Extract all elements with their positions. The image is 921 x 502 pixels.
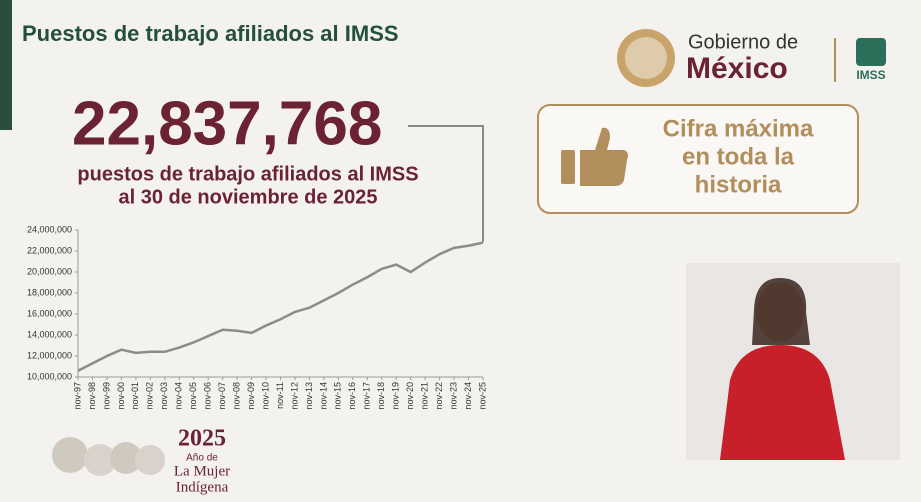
illustration <box>110 442 142 474</box>
callout-box <box>537 104 859 214</box>
x-tick-label: nov-05 <box>188 382 198 410</box>
x-tick-label: nov-24 <box>463 382 473 410</box>
x-tick-label: nov-17 <box>362 382 372 410</box>
y-tick-label: 24,000,000 <box>27 224 72 234</box>
y-tick-label: 12,000,000 <box>27 350 72 360</box>
footer-text: Año de <box>186 453 218 464</box>
x-tick-label: nov-98 <box>87 382 97 410</box>
interpreter <box>752 278 810 345</box>
x-tick-label: nov-15 <box>333 382 343 410</box>
logo-text: México <box>686 52 788 85</box>
seal-inner <box>625 37 667 79</box>
interpreter <box>720 345 845 460</box>
x-tick-label: nov-18 <box>376 382 386 410</box>
x-tick-label: nov-00 <box>116 382 126 410</box>
x-tick-label: nov-07 <box>217 382 227 410</box>
line <box>77 241 484 372</box>
x-tick-label: nov-08 <box>231 382 241 410</box>
headline-line: al 30 de noviembre de 2025 <box>118 186 377 208</box>
connector <box>408 125 484 242</box>
y-tick-label: 10,000,000 <box>27 371 72 381</box>
footer-text: 2025 <box>178 426 226 452</box>
accent-bar <box>0 0 12 130</box>
thumb-icon <box>561 150 575 184</box>
headline-number: 22,837,768 <box>72 89 382 158</box>
y-tick-label: 18,000,000 <box>27 287 72 297</box>
logo-text: Gobierno de <box>688 31 798 53</box>
x-tick-label: nov-21 <box>420 382 430 410</box>
x-tick-label: nov-13 <box>304 382 314 410</box>
x-tick-label: nov-03 <box>159 382 169 410</box>
imss-icon <box>856 38 886 66</box>
callout-text: historia <box>695 171 782 198</box>
x-tick-label: nov-97 <box>72 382 82 410</box>
footer-text: La Mujer <box>174 463 230 479</box>
x-tick-label: nov-22 <box>434 382 444 410</box>
illustration <box>52 437 88 473</box>
logo-text: IMSS <box>856 68 885 82</box>
y-tick-label: 16,000,000 <box>27 308 72 318</box>
title: Puestos de trabajo afiliados al IMSS <box>22 21 399 46</box>
callout-text: Cifra máxima <box>663 115 814 142</box>
footer-text: Indígena <box>176 479 229 495</box>
headline-line: puestos de trabajo afiliados al IMSS <box>77 163 418 185</box>
x-tick-label: nov-12 <box>289 382 299 410</box>
x-tick-label: nov-06 <box>203 382 213 410</box>
x-tick-label: nov-09 <box>246 382 256 410</box>
thumb-icon <box>580 127 628 186</box>
x-tick-label: nov-19 <box>391 382 401 410</box>
y-tick-label: 14,000,000 <box>27 329 72 339</box>
x-tick-label: nov-20 <box>405 382 415 410</box>
x-tick-label: nov-11 <box>275 382 285 409</box>
illustration <box>84 444 116 476</box>
x-tick-label: nov-04 <box>174 382 184 410</box>
x-tick-label: nov-14 <box>318 382 328 410</box>
y-tick-label: 22,000,000 <box>27 245 72 255</box>
x-tick-label: nov-02 <box>145 382 155 410</box>
x-tick-label: nov-25 <box>477 382 487 410</box>
x-tick-label: nov-10 <box>260 382 270 410</box>
y-tick-label: 20,000,000 <box>27 266 72 276</box>
x-tick-label: nov-99 <box>101 382 111 410</box>
x-tick-label: nov-01 <box>130 382 140 410</box>
x-tick-label: nov-23 <box>448 382 458 410</box>
illustration <box>135 445 165 475</box>
callout-text: en toda la <box>682 143 795 170</box>
x-tick-label: nov-16 <box>347 382 357 410</box>
